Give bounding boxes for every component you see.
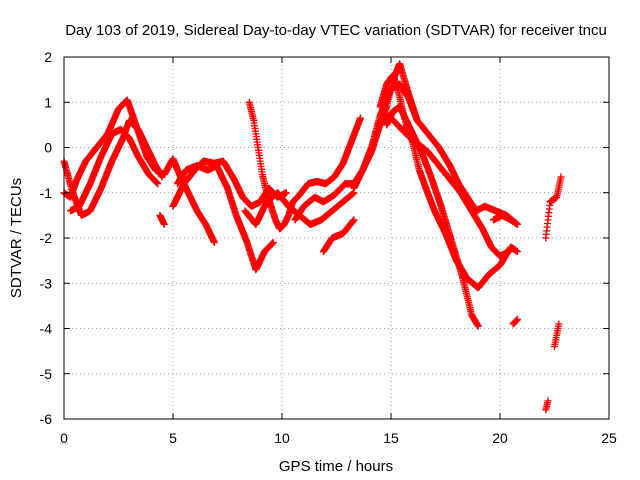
chart-title: Day 103 of 2019, Sidereal Day-to-day VTE… [65,22,607,39]
x-tick-label: 25 [601,430,617,446]
tick-layer: 0 5 10 15 20 25 -6 -5 -4 -3 -2 -1 0 1 2 [40,49,617,446]
data-point [160,220,168,228]
series-track-11 [350,60,521,228]
series-track-18 [551,320,563,351]
y-tick-label: -5 [40,366,53,382]
series-track-10 [319,216,358,256]
x-axis-label: GPS time / hours [279,458,393,475]
data-point [513,220,521,228]
series-track-19 [542,397,552,414]
data-point [357,114,364,122]
data-point [513,248,521,256]
data-point [158,173,166,181]
data-points-layer [60,60,565,414]
y-tick-label: 1 [44,94,52,110]
x-tick-label: 10 [274,430,290,446]
series-track-3 [67,125,162,215]
y-axis-label: SDTVAR / TECUs [8,178,25,298]
x-tick-label: 5 [169,430,177,446]
series-track-8 [241,189,358,228]
x-tick-label: 0 [60,430,68,446]
data-point [269,239,277,246]
x-tick-label: 20 [492,430,508,446]
y-tick-label: -3 [40,275,53,291]
series-track-16 [509,315,521,328]
series-track-17 [542,173,565,242]
y-tick-label: 2 [44,49,52,65]
data-point [555,320,563,328]
y-tick-label: 0 [44,140,52,156]
y-tick-label: -2 [40,230,53,246]
x-tick-label: 15 [383,430,399,446]
data-point [210,239,218,246]
series-track-4 [156,211,168,228]
data-point [474,322,482,330]
series-track-15 [490,211,521,228]
y-tick-label: -6 [40,411,53,427]
data-point [505,248,513,256]
series-track-14 [376,112,513,260]
data-point [544,397,552,405]
data-point [557,173,565,181]
y-tick-label: -1 [40,185,53,201]
data-point [154,180,162,188]
series-track-2 [60,116,166,219]
data-point [350,216,358,224]
data-point [282,189,290,197]
data-point [513,315,521,323]
y-tick-label: -4 [40,321,53,337]
series-track-6 [173,162,277,274]
series-track-13 [383,103,482,330]
